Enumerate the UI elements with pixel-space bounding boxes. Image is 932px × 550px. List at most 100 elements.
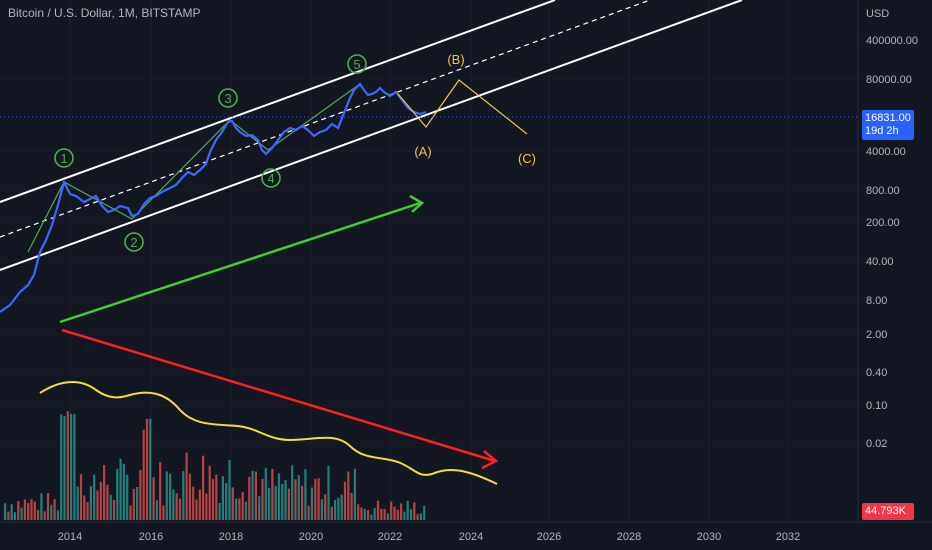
volume-bar bbox=[66, 411, 69, 520]
y-tick-label: 4000.00 bbox=[866, 146, 906, 158]
y-tick-label: 8.00 bbox=[866, 295, 887, 307]
volume-bar bbox=[235, 498, 238, 520]
downtrend-arrow[interactable] bbox=[61, 328, 499, 470]
volume-bar bbox=[419, 513, 422, 520]
volume-bar bbox=[23, 499, 26, 520]
volume-bar bbox=[159, 462, 162, 520]
volume-bar bbox=[360, 507, 363, 520]
wave-number: 2 bbox=[130, 235, 137, 250]
volume-bar bbox=[70, 414, 73, 520]
volume-bar bbox=[112, 500, 116, 520]
wave-circle bbox=[347, 54, 367, 74]
volume-bar bbox=[37, 510, 40, 520]
trend-channel[interactable] bbox=[0, 0, 743, 271]
y-tick-label: 800.00 bbox=[866, 185, 900, 197]
volume-bar bbox=[413, 502, 416, 520]
volume-bar bbox=[202, 455, 205, 520]
volume-bar bbox=[99, 482, 102, 520]
volume-bar bbox=[46, 493, 50, 520]
wave-number: 5 bbox=[353, 57, 360, 72]
volume-bar bbox=[261, 478, 264, 520]
y-tick-label: 80000.00 bbox=[866, 74, 912, 86]
volume-bar bbox=[40, 493, 43, 520]
volume-bar bbox=[165, 471, 168, 520]
price-line[interactable] bbox=[0, 82, 427, 313]
x-tick-label: 2022 bbox=[378, 531, 402, 543]
volume-bar bbox=[63, 416, 66, 520]
volume-bar bbox=[294, 479, 297, 520]
projection-path[interactable] bbox=[397, 79, 528, 135]
volume-bar bbox=[277, 473, 281, 520]
uptrend-arrow[interactable] bbox=[59, 194, 425, 324]
volume-bar bbox=[145, 419, 149, 520]
bar-countdown: 19d 2h bbox=[865, 125, 899, 137]
volume-trend-curve[interactable] bbox=[39, 381, 498, 485]
y-axis[interactable]: 400000.00 80000.00 4000.00 800.00 200.00 40.0… bbox=[857, 0, 918, 522]
wave-labels[interactable]: 1 2 3 4 5 bbox=[54, 54, 367, 252]
channel-middle[interactable] bbox=[0, 0, 651, 238]
volume-bar bbox=[403, 511, 406, 520]
volume-bar bbox=[188, 473, 191, 520]
wave-lines[interactable] bbox=[27, 83, 361, 253]
volume-bar bbox=[416, 514, 419, 520]
volume-bar bbox=[152, 477, 155, 520]
projection-label: (A) bbox=[414, 144, 431, 159]
volume-bar bbox=[258, 496, 261, 520]
y-tick-label: 200.00 bbox=[866, 217, 900, 229]
volume-tag: 44.793K bbox=[862, 503, 914, 520]
volume-bar bbox=[155, 500, 158, 520]
volume-bar bbox=[334, 499, 337, 520]
volume-bar bbox=[198, 489, 201, 520]
channel-upper[interactable] bbox=[0, 0, 556, 203]
volume-bar bbox=[139, 470, 142, 520]
volume-bar bbox=[310, 487, 314, 520]
x-tick-label: 2024 bbox=[459, 531, 483, 543]
volume-bar bbox=[271, 469, 274, 520]
volume-bar bbox=[129, 505, 132, 520]
wave-circle bbox=[54, 148, 74, 168]
volume-bar bbox=[248, 476, 251, 520]
y-tick-label: 40.00 bbox=[866, 256, 894, 268]
volume-bar bbox=[79, 474, 83, 520]
volume-bar bbox=[178, 498, 182, 520]
volume-bar bbox=[268, 487, 271, 520]
y-tick-label: 0.40 bbox=[866, 367, 887, 379]
volume-bar bbox=[20, 507, 23, 520]
wave-number: 3 bbox=[224, 91, 231, 106]
volume-bar bbox=[363, 508, 366, 520]
volume-bar bbox=[7, 511, 10, 520]
x-tick-label: 2016 bbox=[139, 531, 163, 543]
channel-lower[interactable] bbox=[0, 0, 743, 271]
volume-bar bbox=[297, 475, 300, 520]
volume-bar bbox=[376, 500, 380, 520]
volume-bar bbox=[409, 509, 413, 520]
volume-bar bbox=[17, 501, 20, 520]
volume-bar bbox=[175, 493, 178, 520]
volume-bar bbox=[109, 494, 112, 520]
volume-bar bbox=[126, 474, 129, 520]
x-tick-label: 2014 bbox=[58, 531, 82, 543]
volume-bar bbox=[192, 486, 195, 520]
volume-bar bbox=[324, 494, 327, 520]
volume-bar bbox=[307, 505, 310, 520]
volume-bar bbox=[320, 499, 323, 520]
projection-labels[interactable]: (A) (B) (C) bbox=[414, 52, 536, 166]
volume-bar bbox=[330, 506, 333, 520]
volume-bar bbox=[400, 503, 403, 520]
volume-bar bbox=[13, 512, 17, 520]
volume-bar bbox=[287, 488, 290, 520]
volume-bar bbox=[83, 495, 86, 520]
volume-bar bbox=[30, 499, 33, 520]
projection-label: (C) bbox=[518, 151, 536, 166]
volume-bar bbox=[343, 481, 347, 520]
volume-bar bbox=[367, 510, 370, 520]
x-tick-label: 2032 bbox=[776, 531, 800, 543]
x-axis[interactable]: 2014 2016 2018 2020 2022 2024 2026 2028 2030 2032 bbox=[0, 521, 932, 543]
volume-bar bbox=[251, 470, 254, 520]
volume-bar bbox=[386, 513, 389, 520]
volume-bar bbox=[337, 497, 340, 520]
x-tick-label: 2030 bbox=[697, 531, 721, 543]
volume-bar bbox=[27, 503, 30, 520]
